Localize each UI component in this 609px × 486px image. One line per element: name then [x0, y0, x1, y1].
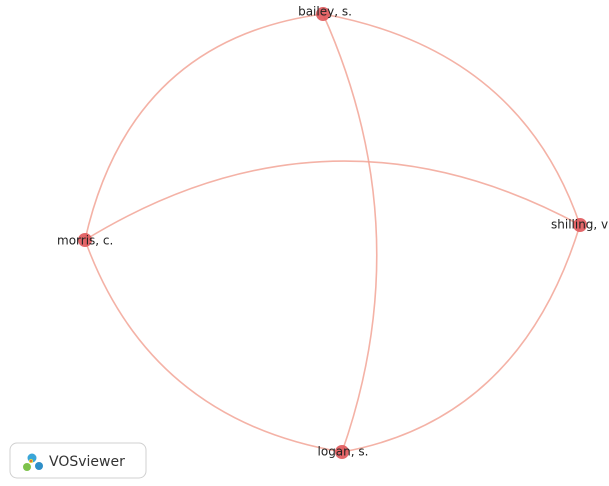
edges — [84, 13, 581, 453]
edge — [84, 239, 343, 453]
node[interactable] — [316, 7, 330, 21]
edge — [84, 160, 581, 241]
edge — [84, 13, 324, 241]
edge — [322, 13, 581, 226]
edge — [341, 224, 581, 453]
node[interactable] — [78, 233, 92, 247]
logo: VOSviewer — [9, 442, 147, 479]
node-label[interactable]: morris, c. — [57, 234, 113, 248]
node[interactable] — [573, 218, 587, 232]
logo-text: VOSviewer — [49, 454, 125, 470]
edge — [322, 13, 378, 453]
node-label[interactable]: shilling, v — [551, 218, 608, 232]
nodes: bailey, s. morris, c. shilling, v logan,… — [57, 5, 608, 459]
node-label[interactable]: logan, s. — [318, 445, 369, 459]
logo-box — [9, 442, 147, 479]
node[interactable] — [335, 445, 349, 459]
node-label[interactable]: bailey, s. — [298, 5, 352, 19]
logo-icon — [23, 453, 43, 471]
